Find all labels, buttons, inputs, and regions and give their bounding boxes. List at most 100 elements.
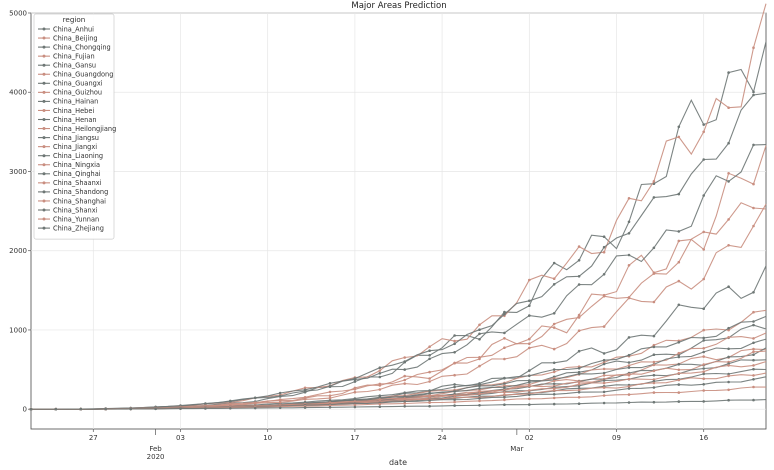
series-point bbox=[528, 369, 531, 372]
series-point bbox=[727, 218, 730, 221]
legend-title: region bbox=[63, 15, 86, 24]
series-point bbox=[752, 364, 755, 367]
series-point bbox=[602, 294, 606, 298]
series-point bbox=[677, 260, 681, 264]
series-point bbox=[104, 407, 107, 411]
legend-marker bbox=[42, 27, 46, 31]
series-point bbox=[552, 283, 556, 286]
series-point bbox=[528, 403, 531, 406]
legend-marker bbox=[42, 45, 46, 49]
series-point bbox=[453, 339, 456, 343]
series-point bbox=[403, 402, 407, 405]
series-point bbox=[478, 399, 481, 403]
series-point bbox=[278, 391, 282, 395]
series-point bbox=[503, 393, 506, 397]
series-point bbox=[552, 389, 556, 392]
series-point bbox=[577, 259, 581, 262]
legend-box bbox=[33, 13, 115, 240]
x-tick-label: 17 bbox=[350, 434, 359, 442]
series-point bbox=[303, 398, 307, 401]
legend-entry: China_Shandong bbox=[53, 188, 108, 196]
series-point bbox=[503, 357, 506, 361]
series-point bbox=[528, 393, 531, 397]
series-point bbox=[702, 370, 705, 374]
series-point bbox=[403, 400, 407, 403]
series-point bbox=[453, 361, 456, 365]
series-point bbox=[677, 341, 681, 344]
series-point bbox=[503, 398, 506, 402]
series-point bbox=[677, 239, 681, 243]
series-point bbox=[453, 334, 456, 337]
series-point bbox=[677, 135, 681, 139]
legend-entry: China_Shanghai bbox=[53, 197, 106, 205]
legend-marker bbox=[42, 81, 46, 85]
series-point bbox=[602, 325, 606, 328]
legend-marker bbox=[42, 136, 46, 140]
series-point bbox=[702, 328, 705, 332]
series-point bbox=[602, 362, 606, 366]
series-point bbox=[378, 388, 382, 391]
series-point bbox=[552, 382, 556, 386]
series-point bbox=[552, 368, 556, 371]
series-point bbox=[727, 336, 730, 339]
series-point bbox=[528, 342, 531, 346]
series-point bbox=[577, 396, 581, 399]
series-point bbox=[602, 394, 606, 397]
series-point bbox=[677, 125, 681, 129]
series-point bbox=[428, 349, 431, 353]
series-point bbox=[552, 312, 556, 315]
legend-marker bbox=[42, 172, 46, 176]
series-point bbox=[378, 375, 382, 379]
series-point bbox=[552, 402, 556, 406]
series-point bbox=[702, 367, 705, 370]
legend-marker bbox=[42, 181, 46, 185]
legend-entry: China_Fujian bbox=[53, 52, 95, 60]
series-point bbox=[428, 401, 431, 404]
series-point bbox=[528, 346, 531, 350]
series-point bbox=[627, 336, 631, 339]
series-point bbox=[428, 354, 431, 357]
legend-marker bbox=[42, 199, 46, 203]
legend-entry: China_Guangxi bbox=[53, 80, 103, 88]
series-point bbox=[702, 130, 705, 134]
series-point bbox=[752, 206, 755, 210]
series-point bbox=[752, 347, 755, 351]
series-point bbox=[752, 385, 755, 389]
series-point bbox=[652, 363, 656, 367]
series-line-22 bbox=[31, 399, 767, 410]
series-point bbox=[702, 377, 705, 381]
series-point bbox=[353, 378, 357, 381]
series-point bbox=[652, 334, 656, 338]
series-point bbox=[602, 390, 606, 394]
series-point bbox=[727, 355, 730, 359]
series-point bbox=[528, 374, 531, 378]
series-point bbox=[727, 328, 730, 332]
series-point bbox=[602, 381, 606, 385]
legend-marker bbox=[42, 54, 46, 58]
series-point bbox=[528, 299, 531, 303]
series-point bbox=[204, 402, 207, 405]
series-point bbox=[328, 404, 332, 407]
series-point bbox=[278, 394, 282, 398]
series-point bbox=[702, 277, 705, 281]
series-point bbox=[652, 381, 656, 385]
series-point bbox=[627, 401, 631, 404]
series-point bbox=[577, 316, 581, 319]
series-point bbox=[478, 356, 481, 359]
series-point bbox=[503, 395, 506, 399]
series-point bbox=[552, 387, 556, 390]
series-point bbox=[503, 377, 506, 380]
series-point bbox=[403, 356, 407, 359]
series-point bbox=[602, 367, 606, 371]
legend-marker bbox=[42, 217, 46, 221]
series-point bbox=[727, 374, 730, 378]
series-point bbox=[378, 402, 382, 406]
series-point bbox=[577, 367, 581, 370]
series-point bbox=[752, 358, 755, 362]
legend-marker bbox=[42, 118, 46, 121]
series-point bbox=[403, 405, 407, 408]
series-point bbox=[503, 403, 506, 407]
series-point bbox=[503, 337, 506, 340]
series-point bbox=[453, 385, 456, 389]
series-point bbox=[453, 404, 456, 407]
